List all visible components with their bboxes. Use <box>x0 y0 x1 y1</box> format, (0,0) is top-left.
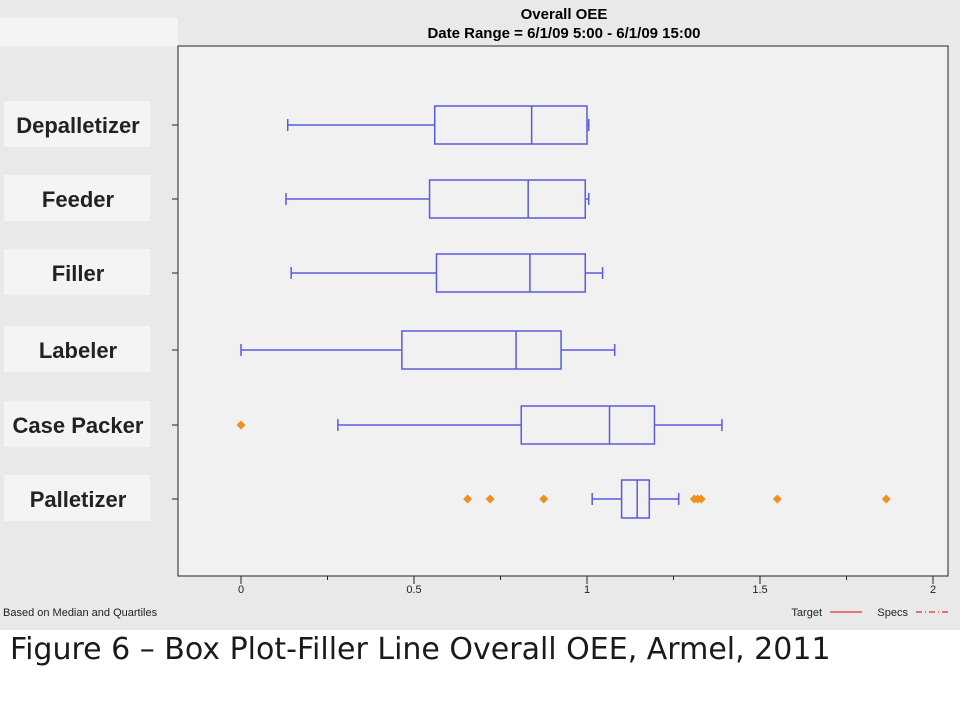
header-band <box>0 18 178 46</box>
chart-title: Overall OEE <box>521 6 608 23</box>
figure-caption: Figure 6 – Box Plot-Filler Line Overall … <box>10 632 831 667</box>
plot-area <box>177 45 949 577</box>
x-tick-label-1: 0.5 <box>406 584 421 596</box>
category-label-bg-palletizer <box>4 475 150 521</box>
category-label-case-packer: Case Packer <box>13 413 144 438</box>
category-label-bg-filler <box>4 249 150 295</box>
category-label-labeler: Labeler <box>39 338 118 363</box>
category-label-depalletizer: Depalletizer <box>16 113 140 138</box>
category-label-bg-case-packer <box>4 401 150 447</box>
x-tick-label-4: 2 <box>930 584 936 596</box>
category-label-bg-feeder <box>4 175 150 221</box>
category-label-feeder: Feeder <box>42 187 115 212</box>
x-tick-label-0: 0 <box>238 584 244 596</box>
box-case-packer <box>520 405 656 445</box>
outlier-palletizer-2 <box>539 494 549 504</box>
category-label-bg-labeler <box>4 326 150 372</box>
outlier-palletizer-0 <box>463 494 473 504</box>
legend-label-target: Target <box>791 607 822 619</box>
box-plot-chart: Overall OEE Date Range = 6/1/09 5:00 - 6… <box>0 0 960 630</box>
category-label-filler: Filler <box>52 261 105 286</box>
category-labels: Depalletizer Feeder Filler Labeler Case Pack… <box>4 101 178 521</box>
box-labeler <box>401 330 562 370</box>
legend-label-specs: Specs <box>877 607 908 619</box>
box-depalletizer <box>434 105 588 145</box>
outlier-palletizer-1 <box>485 494 495 504</box>
category-label-bg-depalletizer <box>4 101 150 147</box>
box-palletizer <box>620 479 651 519</box>
legend: Target Specs <box>791 607 950 619</box>
x-axis: 0 0.5 1 1.5 2 <box>238 576 936 596</box>
outlier-palletizer-7 <box>881 494 891 504</box>
category-label-palletizer: Palletizer <box>30 487 127 512</box>
box-filler <box>435 253 587 293</box>
box-feeder <box>428 179 587 219</box>
x-tick-label-3: 1.5 <box>752 584 767 596</box>
outlier-case-packer-0 <box>236 420 246 430</box>
outlier-palletizer-5 <box>696 494 706 504</box>
box-series <box>236 105 891 519</box>
x-tick-label-2: 1 <box>584 584 590 596</box>
footnote: Based on Median and Quartiles <box>3 607 158 619</box>
chart-subtitle: Date Range = 6/1/09 5:00 - 6/1/09 15:00 <box>427 25 700 42</box>
outlier-palletizer-6 <box>772 494 782 504</box>
